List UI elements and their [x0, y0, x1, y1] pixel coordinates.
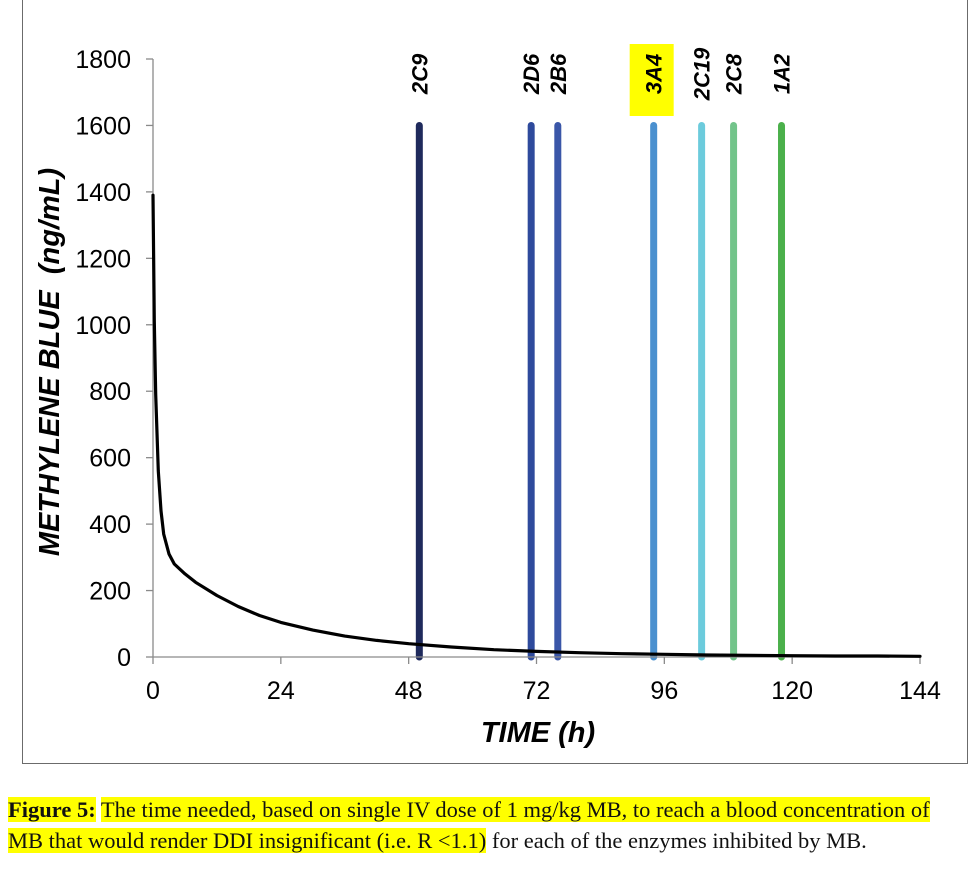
enzyme-highlight-box — [629, 44, 674, 116]
y-tick-label: 1600 — [75, 112, 131, 140]
x-tick-label: 144 — [899, 677, 941, 705]
figure-caption: Figure 5: The time needed, based on sing… — [8, 794, 958, 856]
x-tick-label: 0 — [146, 677, 160, 705]
enzyme-label-3a4: 3A4 — [642, 54, 667, 94]
y-axis-label: METHYLENE BLUE (ng/mL) — [34, 168, 66, 556]
x-axis-label: TIME (h) — [481, 717, 595, 749]
y-tick-label: 1800 — [75, 46, 131, 74]
y-tick-label: 600 — [89, 445, 131, 473]
axes — [152, 59, 920, 658]
enzyme-label-2b6: 2B6 — [546, 53, 571, 95]
enzyme-label-2d6: 2D6 — [519, 53, 544, 95]
figure-frame — [22, 0, 968, 764]
y-tick-label: 400 — [89, 511, 131, 539]
y-tick-label: 1400 — [75, 179, 131, 207]
enzyme-label-2c9: 2C9 — [407, 53, 432, 95]
enzyme-lines: 2C9 2D6 2B6 3A4 2C19 2C8 1A2 — [407, 44, 795, 661]
x-tick-label: 72 — [523, 677, 551, 705]
x-tick-label: 48 — [395, 677, 423, 705]
caption-label: Figure 5: — [8, 797, 96, 822]
y-tick-label: 800 — [89, 378, 131, 406]
y-axis-ticks: 0 200 400 600 800 1000 1200 1400 1600 1800 — [75, 46, 153, 672]
enzyme-label-2c19: 2C19 — [690, 47, 715, 101]
concentration-curve — [151, 193, 922, 658]
y-tick-label: 1200 — [75, 245, 131, 273]
enzyme-label-2c8: 2C8 — [722, 53, 747, 95]
x-tick-label: 96 — [650, 677, 678, 705]
caption-rest-text: for each of the enzymes inhibited by MB. — [486, 828, 867, 853]
x-axis-ticks: 0 24 48 72 96 120 144 — [146, 657, 941, 705]
enzyme-label-1a2: 1A2 — [770, 53, 795, 94]
x-tick-label: 120 — [771, 677, 813, 705]
y-tick-label: 0 — [117, 644, 131, 672]
concentration-time-chart: 0 200 400 600 800 1000 1200 1400 1600 1800 0 24 48 7… — [34, 44, 941, 749]
x-tick-label: 24 — [267, 677, 295, 705]
y-tick-label: 1000 — [75, 312, 131, 340]
y-tick-label: 200 — [89, 578, 131, 606]
